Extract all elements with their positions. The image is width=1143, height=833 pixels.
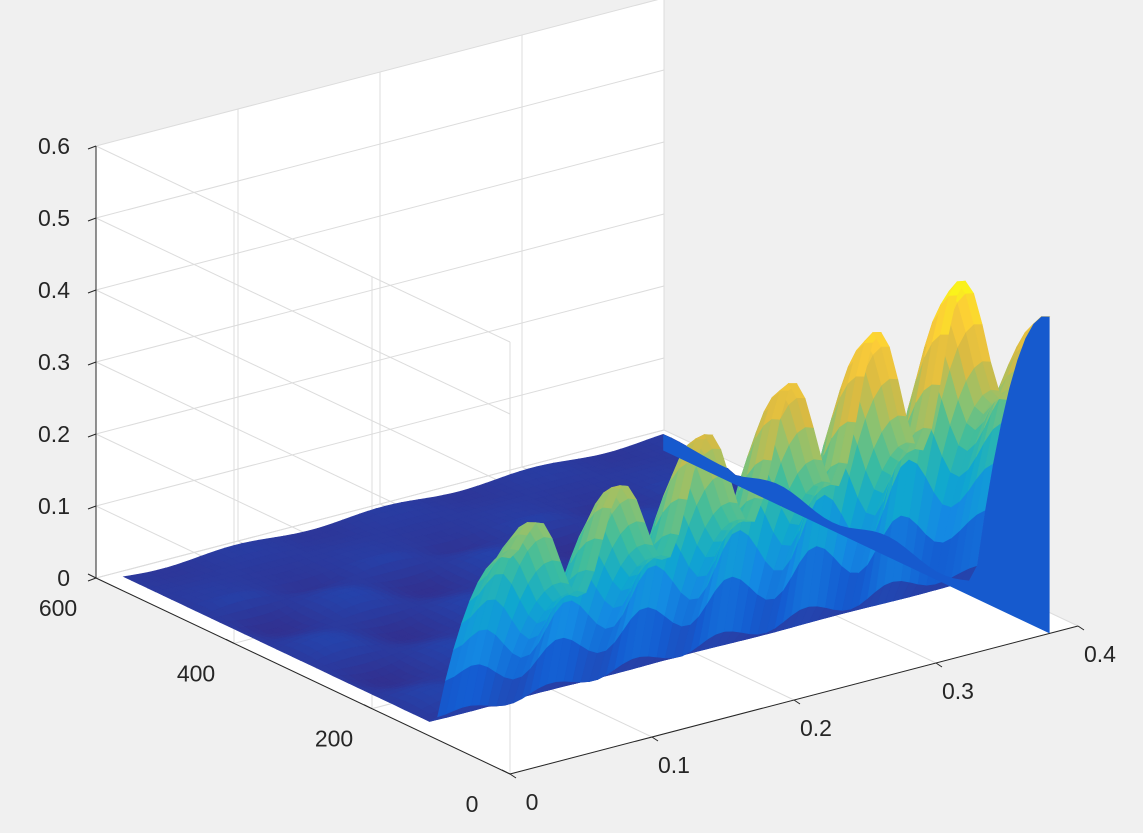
y-tick-mark — [363, 704, 373, 710]
z-tick-mark — [87, 577, 97, 582]
z-tick-label: 0.3 — [38, 349, 70, 375]
z-tick-label: 0.6 — [38, 133, 70, 159]
x-tick-label: 0.1 — [658, 752, 690, 778]
z-tick-mark — [87, 361, 97, 366]
z-tick-label: 0.4 — [38, 277, 70, 303]
surface-end-cap — [663, 316, 1050, 634]
grid-z-back — [95, 69, 665, 219]
grid-z-side — [95, 217, 511, 415]
grid-z-side — [95, 289, 511, 487]
y-axis-line — [95, 577, 511, 775]
x-tick-mark — [793, 699, 801, 705]
y-tick-mark — [87, 573, 97, 579]
y-tick-label: 400 — [177, 660, 215, 686]
x-tick-label: 0.4 — [1084, 641, 1116, 667]
grid-z-back — [95, 0, 659, 147]
x-tick-label: 0 — [526, 789, 539, 815]
y-tick-mark — [225, 638, 235, 644]
z-tick-label: 0 — [57, 565, 70, 591]
z-tick-mark — [87, 145, 97, 150]
z-tick-label: 0.5 — [38, 205, 70, 231]
y-tick-label: 0 — [466, 791, 479, 817]
z-tick-mark — [87, 505, 97, 510]
z-tick-mark — [87, 217, 97, 222]
z-tick-mark — [87, 433, 97, 438]
tick-labels: 0 0.1 0.2 0.3 0.4 0 200 400 600 0 0.1 0.2 0.3 0.4 0.5 0… — [38, 133, 1116, 817]
grid-z-side — [95, 145, 511, 343]
x-tick-mark — [509, 773, 517, 779]
y-tick-mark — [501, 769, 511, 775]
surface-mesh — [122, 280, 1051, 722]
grid-z-back — [95, 285, 665, 435]
x-tick-mark — [651, 736, 659, 742]
y-tick-label: 200 — [315, 726, 353, 752]
grid-z-back — [95, 357, 665, 507]
grid-z-back — [95, 429, 665, 579]
z-tick-label: 0.2 — [38, 421, 70, 447]
z-tick-mark — [87, 289, 97, 294]
x-tick-label: 0.3 — [942, 678, 974, 704]
grid-z-back — [95, 213, 665, 363]
z-tick-label: 0.1 — [38, 493, 70, 519]
x-tick-mark — [935, 662, 943, 668]
x-tick-label: 0.2 — [800, 715, 832, 741]
x-tick-mark — [1077, 625, 1085, 631]
y-tick-label: 600 — [39, 595, 77, 621]
grid-z-back — [95, 141, 665, 291]
